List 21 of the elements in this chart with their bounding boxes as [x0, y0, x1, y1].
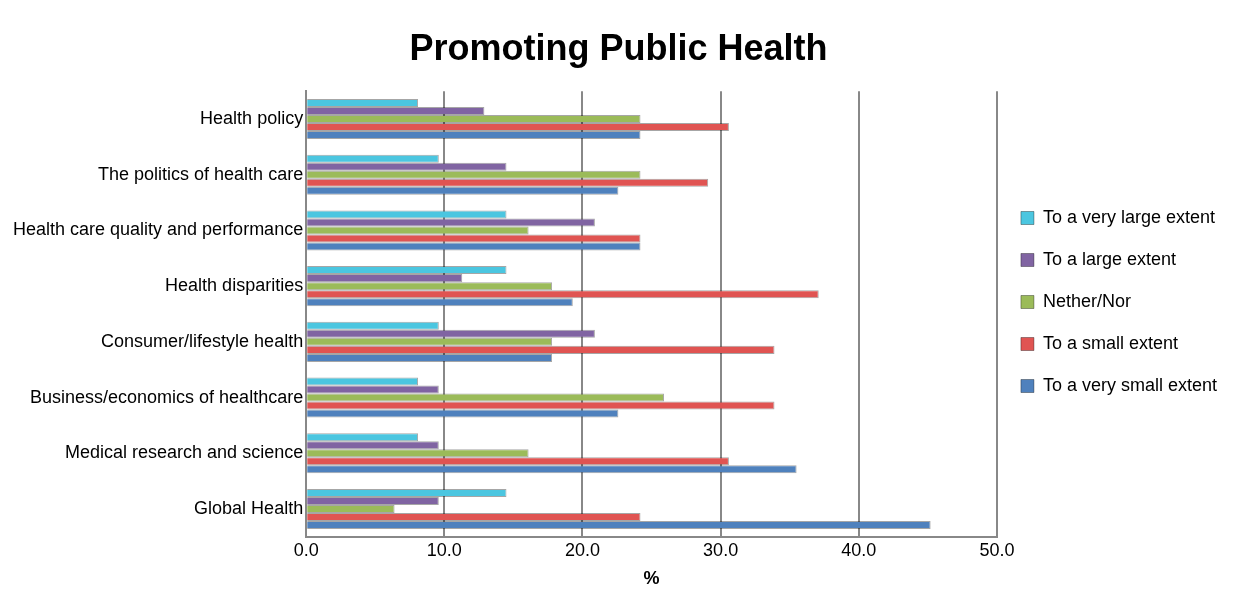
y-tick-label: Health care quality and performance	[12, 219, 304, 240]
y-tick-label: Medical research and science	[65, 442, 304, 463]
legend-label: To a large extent	[1042, 248, 1177, 269]
legend-label: Nether/Nor	[1042, 290, 1131, 311]
x-tick-label: 40.0	[841, 539, 877, 560]
legend-label: To a small extent	[1042, 332, 1178, 353]
x-tick-label: 20.0	[564, 539, 600, 560]
x-tick-label: 30.0	[703, 539, 739, 560]
chart-title: Promoting Public Health	[409, 26, 828, 68]
x-axis-title: %	[643, 568, 660, 589]
y-tick-label: Business/economics of healthcare	[30, 386, 304, 407]
x-tick-label: 0.0	[293, 539, 319, 560]
legend-label: To a very small extent	[1042, 374, 1218, 395]
y-tick-label: The politics of health care	[98, 163, 304, 184]
x-tick-label: 10.0	[426, 539, 462, 560]
x-tick-label: 50.0	[979, 539, 1015, 560]
y-tick-label: Consumer/lifestyle health	[101, 330, 304, 351]
y-tick-label: Global Health	[194, 497, 304, 518]
y-tick-label: Health policy	[200, 108, 304, 129]
y-tick-label: Health disparities	[165, 275, 304, 296]
legend-label: To a very large extent	[1042, 206, 1216, 227]
